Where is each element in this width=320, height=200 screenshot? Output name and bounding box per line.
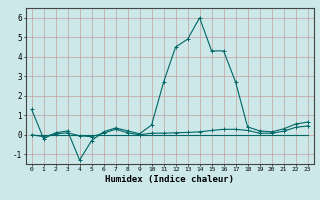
X-axis label: Humidex (Indice chaleur): Humidex (Indice chaleur) (105, 175, 234, 184)
